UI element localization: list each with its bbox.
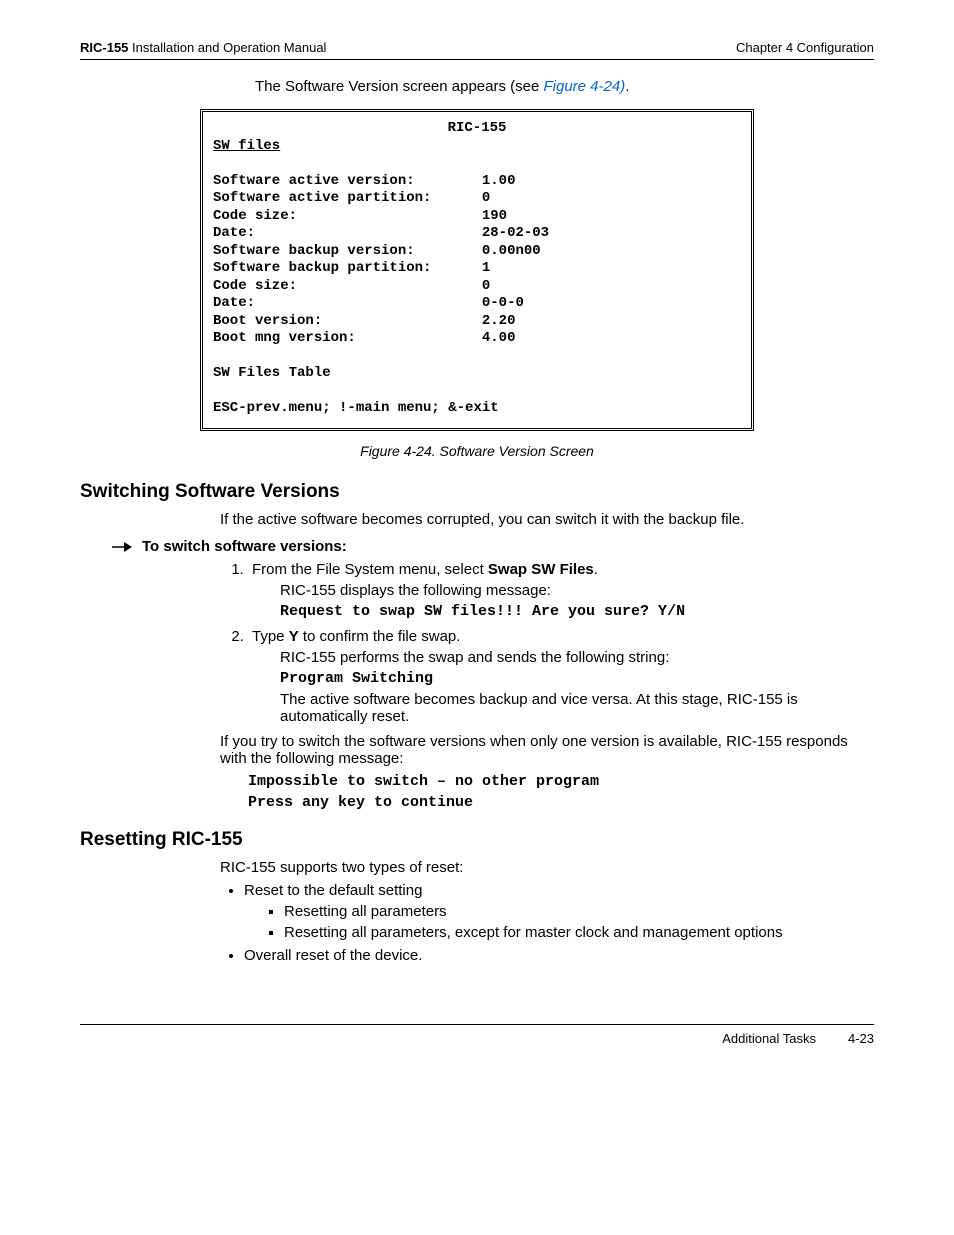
- footer-page-number: 4-23: [848, 1031, 874, 1046]
- intro-text-after: .: [625, 78, 629, 95]
- screen-nav-line: ESC-prev.menu; !-main menu; &-exit: [213, 400, 499, 416]
- figure-caption: Figure 4-24. Software Version Screen: [80, 443, 874, 459]
- bullet-default-setting: Reset to the default setting Resetting a…: [244, 882, 874, 941]
- section2-intro: RIC-155 supports two types of reset:: [220, 859, 874, 876]
- procedure-heading: To switch software versions:: [112, 538, 874, 555]
- page-header: RIC-155 Installation and Operation Manua…: [80, 40, 874, 60]
- software-version-screen: RIC-155SW files Software active version:…: [200, 109, 754, 431]
- screen-subtitle: SW files: [213, 138, 280, 154]
- header-chapter: Chapter 4 Configuration: [736, 40, 874, 55]
- figure-link[interactable]: Figure 4-24): [544, 78, 626, 95]
- step1-text-b: .: [594, 561, 598, 578]
- sub-bullet-1: Resetting all parameters: [284, 903, 874, 920]
- step1-sub: RIC-155 displays the following message:: [280, 582, 874, 599]
- header-product: RIC-155: [80, 40, 128, 55]
- bullet1-text: Reset to the default setting: [244, 882, 422, 899]
- reset-types-list: Reset to the default setting Resetting a…: [220, 882, 874, 964]
- sub-bullets: Resetting all parameters Resetting all p…: [264, 903, 874, 941]
- screen-body: Software active version: 1.00 Software a…: [213, 155, 741, 348]
- section1-intro: If the active software becomes corrupted…: [220, 511, 874, 528]
- step2-text-a: Type: [252, 628, 289, 645]
- procedure-steps: From the File System menu, select Swap S…: [220, 561, 874, 725]
- header-left: RIC-155 Installation and Operation Manua…: [80, 40, 326, 55]
- step2-sub1: RIC-155 performs the swap and sends the …: [280, 649, 874, 666]
- procedure-arrow-icon: [112, 540, 132, 554]
- step-1: From the File System menu, select Swap S…: [248, 561, 874, 620]
- header-manual: Installation and Operation Manual: [128, 40, 326, 55]
- section-resetting-title: Resetting RIC-155: [80, 829, 874, 851]
- procedure-title: To switch software versions:: [142, 538, 347, 555]
- step-2: Type Y to confirm the file swap. RIC-155…: [248, 628, 874, 725]
- impossible-code-1: Impossible to switch – no other program: [248, 773, 874, 790]
- sub-bullet-2: Resetting all parameters, except for mas…: [284, 924, 874, 941]
- step2-code: Program Switching: [280, 670, 874, 687]
- footer-section: Additional Tasks: [722, 1031, 816, 1046]
- bullet-overall-reset: Overall reset of the device.: [244, 947, 874, 964]
- step2-sub2: The active software becomes backup and v…: [280, 691, 874, 725]
- screen-title: RIC-155: [213, 120, 741, 138]
- page-footer: Additional Tasks 4-23: [80, 1024, 874, 1046]
- step1-text-a: From the File System menu, select: [252, 561, 488, 578]
- step1-code: Request to swap SW files!!! Are you sure…: [280, 603, 874, 620]
- sw-files-table-line: SW Files Table: [213, 365, 331, 381]
- section1-para2: If you try to switch the software versio…: [220, 733, 874, 767]
- step2-bold: Y: [289, 628, 299, 645]
- impossible-code-2: Press any key to continue: [248, 794, 874, 811]
- step2-text-b: to confirm the file swap.: [299, 628, 461, 645]
- intro-paragraph: The Software Version screen appears (see…: [255, 78, 874, 95]
- section-switching-title: Switching Software Versions: [80, 481, 874, 503]
- intro-text-before: The Software Version screen appears (see: [255, 78, 544, 95]
- step1-bold: Swap SW Files: [488, 561, 594, 578]
